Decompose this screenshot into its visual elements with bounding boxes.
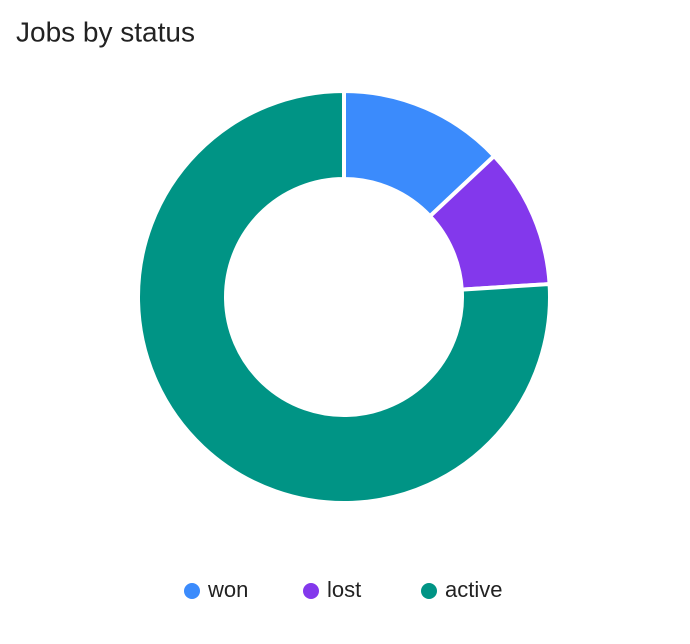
chart-title: Jobs by status — [16, 16, 195, 47]
legend-marker — [184, 583, 200, 599]
legend-label: active — [445, 577, 502, 602]
legend-label: won — [207, 577, 248, 602]
legend-label: lost — [327, 577, 361, 602]
legend-marker — [303, 583, 319, 599]
legend-marker — [421, 583, 437, 599]
donut-slice — [136, 89, 552, 505]
